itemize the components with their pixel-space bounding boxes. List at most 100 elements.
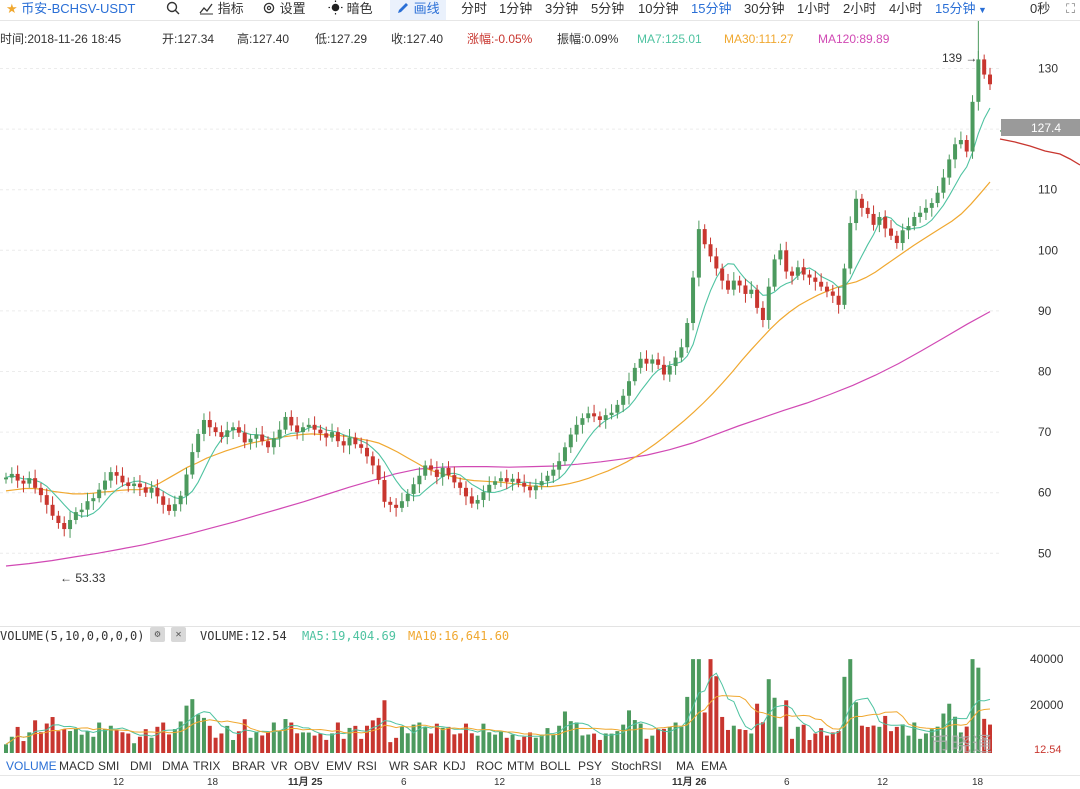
interval-5m[interactable]: 5分钟 bbox=[591, 1, 625, 16]
indicator-tab-trix[interactable]: TRIX bbox=[193, 759, 221, 773]
candle bbox=[615, 399, 620, 419]
volume-bar bbox=[580, 735, 585, 753]
price-chart[interactable]: 1301201101009080706050 127.4 139 → ← 53.… bbox=[0, 21, 1080, 626]
draw-button[interactable]: 画线 bbox=[390, 0, 446, 20]
candle bbox=[172, 495, 177, 517]
volume-bar bbox=[970, 659, 975, 753]
volume-bar bbox=[207, 725, 212, 753]
interval-3m[interactable]: 3分钟 bbox=[545, 1, 579, 16]
pane-separator[interactable] bbox=[0, 626, 1080, 627]
candle bbox=[667, 361, 672, 382]
volume-bar bbox=[935, 726, 940, 753]
indicator-tab-macd[interactable]: MACD bbox=[59, 759, 95, 773]
candle bbox=[883, 210, 888, 238]
volume-ma10-line bbox=[5, 695, 991, 745]
candle bbox=[295, 416, 300, 440]
symbol-label: 币安-BCHSV-USDT bbox=[21, 1, 136, 16]
volume-bar bbox=[819, 728, 824, 753]
candle bbox=[306, 418, 311, 432]
volume-bar bbox=[632, 720, 637, 753]
price-tick-label: 80 bbox=[1038, 365, 1052, 379]
volume-bar bbox=[562, 711, 567, 753]
candle bbox=[918, 206, 923, 223]
volume-bar bbox=[760, 722, 765, 753]
indicator-tab-vr[interactable]: VR bbox=[271, 759, 288, 773]
interval-1m[interactable]: 1分钟 bbox=[499, 1, 533, 16]
current-price-label: 127.4 bbox=[1031, 121, 1061, 135]
indicator-tab-obv[interactable]: OBV bbox=[294, 759, 320, 773]
indicator-tab-ema[interactable]: EMA bbox=[701, 759, 728, 773]
candle bbox=[760, 301, 765, 328]
indicator-tab-wr[interactable]: WR bbox=[389, 759, 409, 773]
interval-2h[interactable]: 2小时 bbox=[843, 1, 877, 16]
interval-1h[interactable]: 1小时 bbox=[797, 1, 831, 16]
indicator-tab-sar[interactable]: SAR bbox=[413, 759, 438, 773]
volume-bar bbox=[859, 725, 864, 753]
gear-icon bbox=[263, 2, 275, 14]
volume-bar bbox=[62, 729, 67, 753]
indicator-tab-dma[interactable]: DMA bbox=[162, 759, 189, 773]
volume-bar bbox=[964, 726, 969, 753]
indicator-tab-kdj[interactable]: KDJ bbox=[443, 759, 466, 773]
candle bbox=[679, 338, 684, 362]
candle bbox=[766, 278, 771, 329]
volume-bar bbox=[341, 738, 346, 753]
indicator-tab-boll[interactable]: BOLL bbox=[540, 759, 571, 773]
volume-bar bbox=[172, 729, 177, 753]
theme-button[interactable]: 暗色 bbox=[328, 0, 373, 20]
indicator-tab-rsi[interactable]: RSI bbox=[357, 759, 378, 773]
interval-15m[interactable]: 15分钟 bbox=[691, 1, 732, 16]
indicators-button[interactable]: 指标 bbox=[199, 0, 244, 20]
volume-chart[interactable]: 40000 20000 12.54 bbox=[0, 645, 1080, 756]
candle bbox=[609, 404, 614, 420]
interval-tick[interactable]: 分时 bbox=[461, 1, 488, 16]
indicator-tab-dmi[interactable]: DMI bbox=[130, 759, 152, 773]
candle bbox=[388, 496, 393, 513]
indicators-icon bbox=[199, 3, 213, 15]
fullscreen-icon[interactable]: ⛶ bbox=[1066, 1, 1076, 16]
volume-bar bbox=[469, 733, 474, 753]
info-change-text: 涨幅:-0.05% bbox=[467, 32, 533, 46]
volume-bar bbox=[370, 720, 375, 753]
volume-bar bbox=[15, 726, 20, 753]
interval-10m[interactable]: 10分钟 bbox=[638, 1, 679, 16]
symbol-selector[interactable]: ★ 币安-BCHSV-USDT bbox=[6, 0, 135, 20]
indicator-tab-mtm[interactable]: MTM bbox=[507, 759, 535, 773]
interval-4h[interactable]: 4小时 bbox=[889, 1, 923, 16]
time-axis-label: 12 bbox=[877, 777, 889, 788]
volume-bar bbox=[737, 729, 742, 753]
indicator-tab-smi[interactable]: SMI bbox=[98, 759, 120, 773]
indicator-tab-stochrsi[interactable]: StochRSI bbox=[611, 759, 662, 773]
price-tick-label: 70 bbox=[1038, 425, 1052, 439]
candle bbox=[894, 230, 899, 249]
indicator-tab-psy[interactable]: PSY bbox=[578, 759, 603, 773]
volume-bar bbox=[475, 735, 480, 753]
interval-dropdown[interactable]: 15分钟 ▼ bbox=[935, 0, 987, 20]
star-icon[interactable]: ★ bbox=[6, 1, 18, 16]
volume-bar bbox=[143, 729, 148, 753]
gear-icon[interactable]: ⚙ bbox=[150, 627, 165, 642]
close-icon[interactable]: ✕ bbox=[171, 627, 186, 642]
volume-bar bbox=[638, 723, 643, 753]
indicator-tab-brar[interactable]: BRAR bbox=[232, 759, 266, 773]
time-axis-label: 12 bbox=[113, 777, 125, 788]
candle bbox=[9, 467, 14, 484]
settings-button[interactable]: 设置 bbox=[262, 0, 306, 20]
indicator-tab-volume[interactable]: VOLUME bbox=[6, 759, 57, 773]
volume-bar bbox=[714, 676, 719, 753]
candle bbox=[417, 467, 422, 494]
volume-bar bbox=[289, 722, 294, 753]
candle bbox=[743, 278, 748, 303]
time-axis-label: 18 bbox=[207, 777, 219, 788]
info-close: 收:127.40 bbox=[391, 32, 444, 46]
volume-bar bbox=[790, 738, 795, 753]
search-button[interactable] bbox=[166, 0, 180, 20]
indicator-tab-roc[interactable]: ROC bbox=[476, 759, 503, 773]
volume-bar bbox=[364, 725, 369, 753]
indicator-tab-ma[interactable]: MA bbox=[676, 759, 694, 773]
interval-30m[interactable]: 30分钟 bbox=[744, 1, 785, 16]
volume-bar bbox=[708, 659, 713, 753]
indicator-tab-emv[interactable]: EMV bbox=[326, 759, 353, 773]
volume-bar bbox=[277, 731, 282, 753]
volume-bar bbox=[801, 724, 806, 753]
